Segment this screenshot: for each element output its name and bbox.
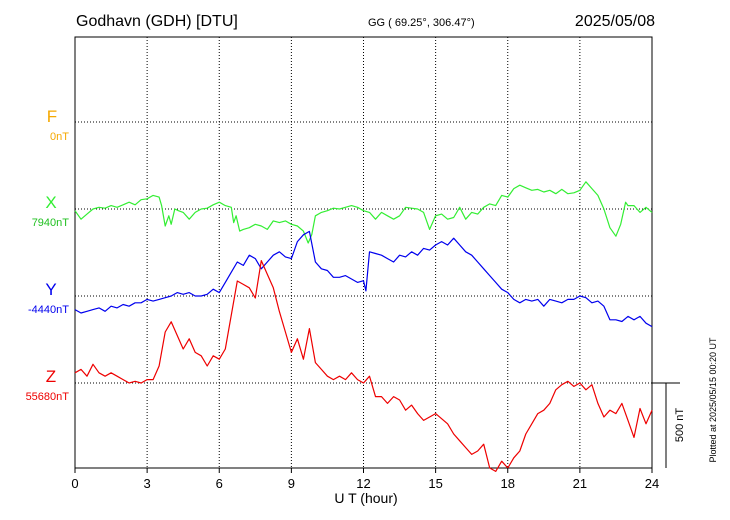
x-tick-label: 15 [428,476,442,491]
scale-bar: 500 nT [652,382,686,468]
y-series-line [74,230,653,328]
y-component-label: Y [45,280,56,299]
x-axis-ticks: 0 3 6 9 12 15 18 21 24 [71,468,659,491]
x-baseline-label: 7940nT [32,217,70,229]
z-baseline-label: 55680nT [26,391,70,403]
x-tick-label: 12 [356,476,370,491]
x-tick-label: 9 [288,476,295,491]
f-baseline-label: 0nT [50,131,69,143]
series-lines [74,181,653,472]
x-tick-label: 21 [573,476,587,491]
y-baseline-label: -4440nT [28,304,69,316]
grid [75,37,652,468]
plotted-at-note: Plotted at 2025/05/15 00:20 UT [708,337,718,463]
plot-date: 2025/05/08 [575,13,655,30]
z-series-line [74,260,653,472]
x-tick-label: 0 [71,476,78,491]
x-axis-label: U T (hour) [334,490,397,506]
series-labels: F 0nT X 7940nT Y -4440nT Z 55680nT [26,107,70,403]
x-tick-label: 24 [645,476,659,491]
x-component-label: X [45,193,56,212]
scale-bar-label: 500 nT [674,408,686,443]
f-component-label: F [47,107,57,126]
z-component-label: Z [46,367,56,386]
station-title: Godhavn (GDH) [DTU] [76,13,238,30]
x-tick-label: 6 [216,476,223,491]
x-tick-label: 3 [144,476,151,491]
x-tick-label: 18 [501,476,515,491]
x-series-line [74,181,653,244]
station-coords: GG ( 69.25°, 306.47°) [368,17,475,29]
